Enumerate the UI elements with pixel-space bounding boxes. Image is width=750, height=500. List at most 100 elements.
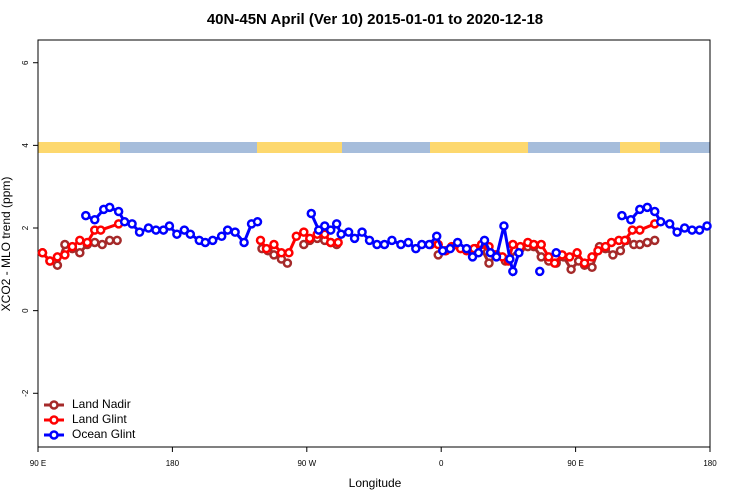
point	[635, 225, 645, 235]
point	[179, 225, 190, 235]
point	[484, 258, 494, 268]
point	[230, 227, 240, 237]
point	[255, 235, 266, 246]
point	[89, 237, 100, 248]
point	[306, 208, 317, 219]
legend-label: Land Glint	[72, 412, 127, 426]
point	[564, 252, 575, 262]
point	[325, 237, 336, 248]
point	[491, 252, 502, 262]
point	[664, 219, 675, 229]
point	[627, 225, 638, 235]
point	[52, 252, 63, 262]
y-tick-label: 0	[21, 308, 30, 313]
legend-marker	[49, 430, 59, 440]
point	[331, 219, 342, 229]
point	[185, 229, 196, 239]
legend-marker	[49, 400, 59, 410]
point	[143, 223, 154, 233]
point	[694, 225, 705, 235]
point	[299, 239, 309, 250]
point	[216, 231, 227, 242]
legend-label: Ocean Glint	[72, 427, 136, 441]
y-tick-label: 4	[21, 143, 30, 148]
point	[269, 250, 279, 260]
point	[158, 225, 169, 235]
point	[104, 235, 115, 246]
point	[635, 204, 645, 215]
point	[437, 245, 448, 256]
point	[319, 221, 330, 231]
x-tick-label: 180	[166, 459, 180, 468]
point	[549, 258, 560, 268]
point	[134, 227, 145, 237]
point	[479, 235, 490, 246]
point	[81, 210, 91, 221]
point	[600, 241, 611, 252]
point	[127, 219, 137, 229]
point	[649, 206, 660, 217]
point	[222, 225, 233, 235]
x-tick-label: 0	[439, 459, 444, 468]
point	[642, 202, 653, 213]
point	[113, 206, 124, 217]
point	[508, 239, 518, 250]
point	[626, 214, 636, 225]
point	[536, 252, 547, 262]
point	[655, 217, 666, 227]
point	[313, 225, 324, 235]
point	[467, 252, 478, 262]
point	[566, 264, 576, 275]
point	[529, 239, 539, 250]
point	[608, 250, 618, 260]
point	[207, 235, 218, 246]
point	[291, 231, 302, 242]
point	[505, 254, 515, 264]
point	[75, 248, 85, 258]
point	[60, 250, 70, 260]
point	[672, 227, 682, 237]
legend-label: Land Nadir	[72, 397, 131, 411]
point	[536, 239, 547, 250]
point	[649, 235, 660, 246]
point	[239, 237, 249, 248]
point	[372, 239, 382, 250]
plot-frame	[37, 39, 711, 448]
point	[97, 239, 107, 250]
point	[615, 245, 626, 256]
point	[514, 248, 524, 258]
point	[60, 239, 70, 250]
point	[336, 229, 346, 239]
point	[164, 221, 175, 231]
point	[485, 248, 496, 258]
point	[299, 227, 309, 237]
point	[104, 202, 115, 213]
point	[396, 239, 406, 250]
point	[417, 239, 427, 250]
point	[364, 235, 375, 246]
point	[67, 241, 78, 252]
point	[499, 221, 509, 231]
point	[75, 235, 85, 246]
point	[543, 252, 554, 262]
y-tick-label: 6	[21, 60, 30, 65]
point	[473, 248, 484, 258]
point	[411, 243, 421, 254]
point	[325, 225, 336, 235]
point	[82, 237, 93, 248]
x-axis-label: Longitude	[349, 476, 402, 490]
y-axis-label: XCO2 - MLO trend (ppm)	[0, 177, 13, 312]
point	[349, 233, 360, 244]
y-tick-label: -2	[21, 389, 30, 397]
point	[45, 256, 55, 266]
x-tick-label: 90 E	[567, 459, 583, 468]
point	[95, 225, 106, 235]
point	[535, 266, 545, 277]
point	[702, 221, 712, 231]
point	[593, 245, 603, 256]
point	[403, 237, 414, 248]
point	[333, 237, 343, 248]
point	[276, 248, 287, 258]
point	[551, 248, 561, 258]
